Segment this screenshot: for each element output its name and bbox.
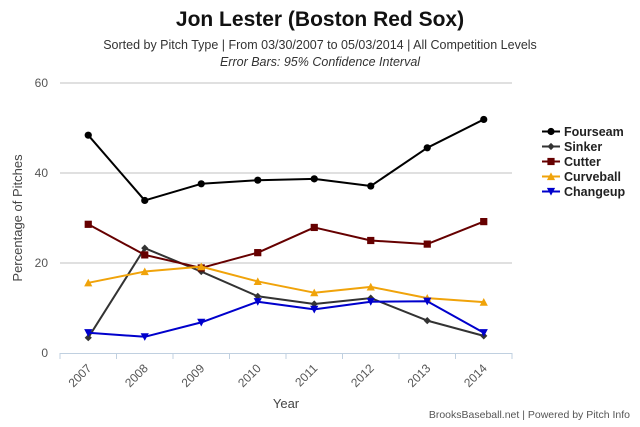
legend-item-cutter[interactable]: Cutter (540, 154, 625, 169)
x-tick-label: 2014 (461, 361, 490, 390)
legend-symbol-changeup (542, 187, 560, 196)
legend-symbol-fourseam (542, 127, 560, 136)
series-fourseam (84, 115, 488, 205)
legend-label: Fourseam (564, 124, 624, 139)
data-point-cutter (480, 218, 488, 226)
x-tick-label: 2013 (405, 361, 434, 390)
y-tick-label: 20 (35, 256, 49, 270)
series-cutter (84, 218, 488, 272)
legend-marker-curveball (546, 172, 556, 181)
chart-subtitle: Sorted by Pitch Type | From 03/30/2007 t… (103, 38, 537, 52)
data-point-fourseam (367, 182, 375, 190)
series-line-curveball (88, 265, 484, 304)
data-point-cutter (84, 220, 92, 228)
data-point-fourseam (197, 180, 205, 188)
data-point-cutter (254, 249, 262, 257)
legend-label: Curveball (564, 169, 621, 184)
x-tick-label: 2010 (235, 361, 264, 390)
grid-lines (60, 82, 512, 264)
data-point-changeup (84, 329, 93, 337)
x-axis-title: Year (273, 396, 300, 411)
data-point-changeup (310, 305, 319, 314)
data-point-curveball (310, 288, 319, 297)
y-tick-label: 60 (35, 76, 49, 90)
data-point-changeup (197, 318, 206, 327)
series-sinker (84, 244, 488, 342)
series-line-sinker (87, 247, 485, 339)
legend-item-changeup[interactable]: Changeup (540, 184, 625, 199)
y-axis-title: Percentage of Pitches (10, 154, 25, 282)
y-tick-label: 40 (35, 166, 49, 180)
legend-marker-sinker (547, 142, 555, 151)
data-point-cutter (310, 223, 318, 232)
data-point-changeup (479, 329, 488, 337)
legend-item-curveball[interactable]: Curveball (540, 169, 625, 184)
credit-text: BrooksBaseball.net | Powered by Pitch In… (428, 409, 630, 421)
legend-marker-changeup (546, 187, 556, 196)
data-point-curveball (366, 282, 375, 291)
data-point-fourseam (84, 131, 92, 139)
data-point-changeup (140, 333, 149, 341)
data-point-fourseam (480, 115, 488, 124)
series-changeup (84, 297, 488, 341)
chart-note: Error Bars: 95% Confidence Interval (219, 55, 421, 69)
legend-label: Cutter (564, 154, 601, 169)
data-point-cutter (141, 251, 149, 259)
series-line-changeup (88, 300, 485, 338)
data-point-changeup (366, 298, 375, 306)
data-point-curveball (84, 278, 93, 287)
x-tick-label: 2008 (122, 361, 151, 390)
legend-label: Changeup (564, 184, 626, 199)
data-point-cutter (367, 236, 375, 245)
data-point-sinker (141, 244, 149, 252)
x-tick-label: 2007 (66, 361, 95, 390)
legend-marker-cutter (547, 157, 555, 166)
data-point-changeup (253, 298, 262, 306)
data-point-curveball (253, 277, 262, 286)
legend-item-sinker[interactable]: Sinker (540, 139, 625, 154)
legend-symbol-sinker (542, 142, 560, 151)
data-point-fourseam (423, 144, 431, 152)
data-point-fourseam (141, 196, 149, 205)
series-layer (84, 115, 488, 342)
data-point-fourseam (310, 175, 318, 183)
data-point-curveball (479, 298, 488, 306)
legend-label: Sinker (564, 139, 603, 154)
x-tick-label: 2009 (179, 361, 208, 390)
data-point-curveball (197, 262, 206, 271)
data-point-cutter (423, 240, 431, 248)
chart-title: Jon Lester (Boston Red Sox) (175, 8, 465, 31)
series-line-cutter (87, 220, 485, 269)
legend-symbol-curveball (542, 172, 560, 181)
legend-symbol-cutter (542, 157, 560, 166)
data-point-fourseam (254, 176, 262, 184)
data-point-sinker (84, 334, 92, 342)
axes (59, 353, 513, 359)
data-point-changeup (423, 297, 432, 306)
legend: Fourseam Sinker Cutter Curveball Changeup (540, 124, 625, 199)
x-tick-label: 2011 (292, 361, 320, 389)
legend-item-fourseam[interactable]: Fourseam (540, 124, 625, 139)
data-point-sinker (423, 317, 431, 325)
y-tick-label: 0 (41, 346, 48, 360)
legend-marker-fourseam (547, 127, 555, 136)
data-point-curveball (140, 267, 149, 276)
series-line-fourseam (87, 118, 485, 202)
x-tick-label: 2012 (348, 361, 377, 390)
